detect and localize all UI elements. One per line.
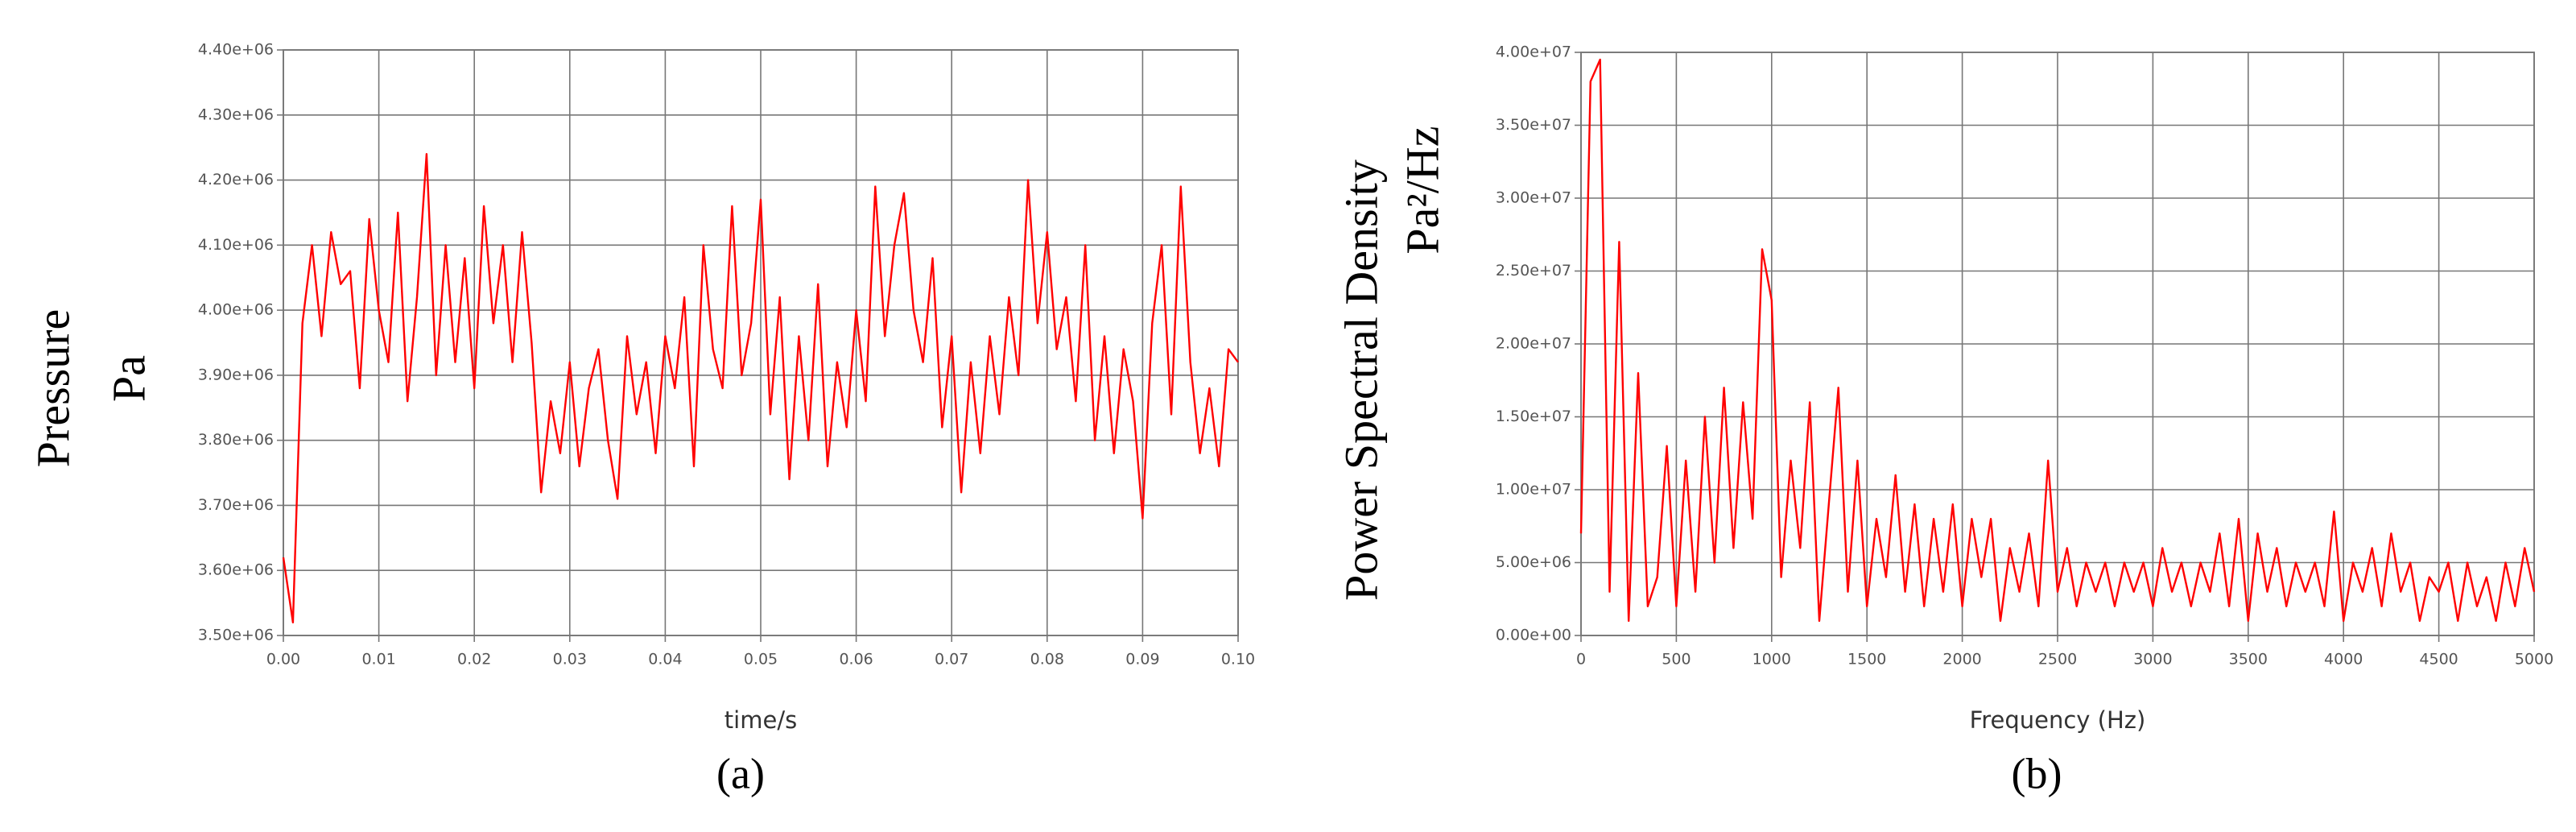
y-axis-title: Pa bbox=[102, 355, 155, 402]
data-line bbox=[282, 153, 1239, 623]
y-tick-label: 0.00e+00 bbox=[1496, 627, 1571, 644]
y-axis-title: Power Spectral Density bbox=[1335, 159, 1387, 601]
x-tick-label: 3000 bbox=[2133, 651, 2172, 668]
y-axis-title: Pa²/Hz bbox=[1396, 126, 1448, 254]
chart: 0.00e+00 5.00e+06 1.00e+07 1.50e+07 2.00e+07… bbox=[1335, 43, 2553, 798]
y-tick-label: 4.00e+07 bbox=[1496, 43, 1571, 61]
y-tick-label: 4.10e+06 bbox=[198, 236, 274, 254]
y-tick-label: 4.40e+06 bbox=[198, 41, 274, 59]
y-tick-label: 2.00e+07 bbox=[1496, 335, 1571, 353]
x-tick-label: 0.00 bbox=[266, 651, 300, 668]
x-axis-title: time/s bbox=[724, 706, 797, 734]
x-tick-label: 500 bbox=[1662, 651, 1690, 668]
y-tick-label: 4.20e+06 bbox=[198, 171, 274, 188]
y-tick-label: 3.60e+06 bbox=[198, 561, 274, 579]
y-tick-label: 3.80e+06 bbox=[198, 431, 274, 449]
x-tick-label: 0.07 bbox=[935, 651, 968, 668]
y-tick-label: 3.00e+07 bbox=[1496, 189, 1571, 207]
x-tick-label: 0 bbox=[1576, 651, 1586, 668]
data-line bbox=[1579, 58, 2536, 623]
chart: 3.50e+06 3.60e+06 3.70e+06 3.80e+06 3.90e+06… bbox=[27, 41, 1255, 798]
x-tick-label: 0.04 bbox=[648, 651, 682, 668]
y-tick-label: 3.90e+06 bbox=[198, 366, 274, 383]
y-tick-label: 4.00e+06 bbox=[198, 301, 274, 319]
x-tick-label: 0.01 bbox=[361, 651, 395, 668]
x-tick-label: 1500 bbox=[1847, 651, 1886, 668]
x-tick-label: 0.02 bbox=[457, 651, 491, 668]
y-tick-label: 4.30e+06 bbox=[198, 106, 274, 123]
x-tick-label: 1000 bbox=[1752, 651, 1791, 668]
y-tick-label: 5.00e+06 bbox=[1496, 553, 1571, 571]
y-tick-label: 1.00e+07 bbox=[1496, 481, 1571, 499]
y-tick-label: 3.70e+06 bbox=[198, 496, 274, 514]
x-tick-label: 0.06 bbox=[839, 651, 873, 668]
x-tick-label: 2500 bbox=[2038, 651, 2077, 668]
x-tick-label: 0.03 bbox=[553, 651, 587, 668]
x-tick-label: 0.05 bbox=[744, 651, 778, 668]
x-tick-label: 3500 bbox=[2229, 651, 2268, 668]
y-tick-label: 1.50e+07 bbox=[1496, 408, 1571, 425]
x-tick-label: 5000 bbox=[2515, 651, 2553, 668]
x-axis-title: Frequency (Hz) bbox=[1970, 706, 2146, 734]
x-tick-label: 4500 bbox=[2419, 651, 2458, 668]
x-tick-label: 2000 bbox=[1942, 651, 1981, 668]
x-tick-label: 0.10 bbox=[1221, 651, 1255, 668]
y-tick-label: 3.50e+07 bbox=[1496, 116, 1571, 134]
caption: (b) bbox=[2012, 749, 2062, 797]
y-tick-label: 2.50e+07 bbox=[1496, 262, 1571, 279]
y-axis-title: Pressure bbox=[27, 309, 79, 468]
x-tick-label: 4000 bbox=[2324, 651, 2363, 668]
x-tick-label: 0.09 bbox=[1125, 651, 1159, 668]
x-tick-label: 0.08 bbox=[1030, 651, 1064, 668]
caption: (a) bbox=[716, 749, 765, 797]
y-tick-label: 3.50e+06 bbox=[198, 627, 274, 644]
